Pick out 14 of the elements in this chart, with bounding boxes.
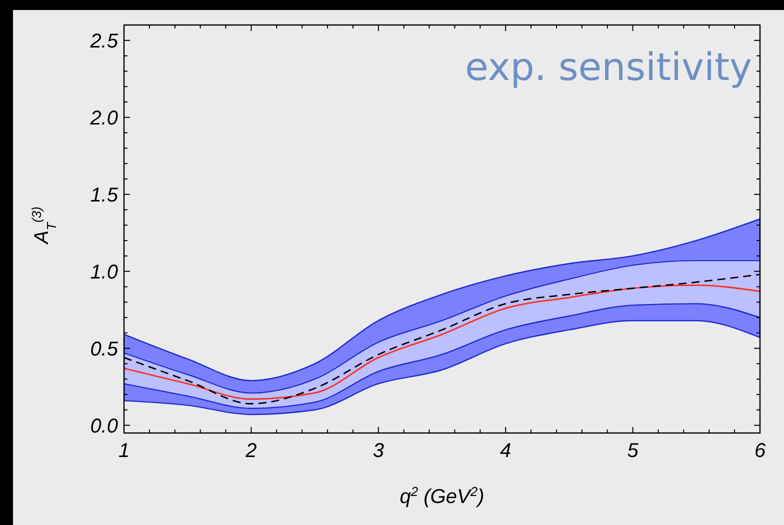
x-tick-label: 1 xyxy=(118,440,130,462)
x-tick-label: 4 xyxy=(500,440,512,462)
y-tick-label: 1.0 xyxy=(90,261,118,284)
x-tick-label: 3 xyxy=(372,440,384,462)
x-tick-label: 2 xyxy=(244,440,257,462)
y-tick-label: 0.5 xyxy=(90,338,119,360)
y-tick-label: 1.5 xyxy=(90,184,119,206)
x-axis-title: q$^{2}$ (GeV$^{2}$) xyxy=(400,484,484,508)
y-tick-label: 2.5 xyxy=(89,30,119,52)
annotation: exp. sensitivity xyxy=(465,45,752,89)
x-tick-label: 5 xyxy=(627,440,640,462)
y-tick-label: 0.0 xyxy=(90,415,118,438)
y-tick-label: 2.0 xyxy=(89,107,118,130)
x-tick-label: 6 xyxy=(754,440,766,462)
